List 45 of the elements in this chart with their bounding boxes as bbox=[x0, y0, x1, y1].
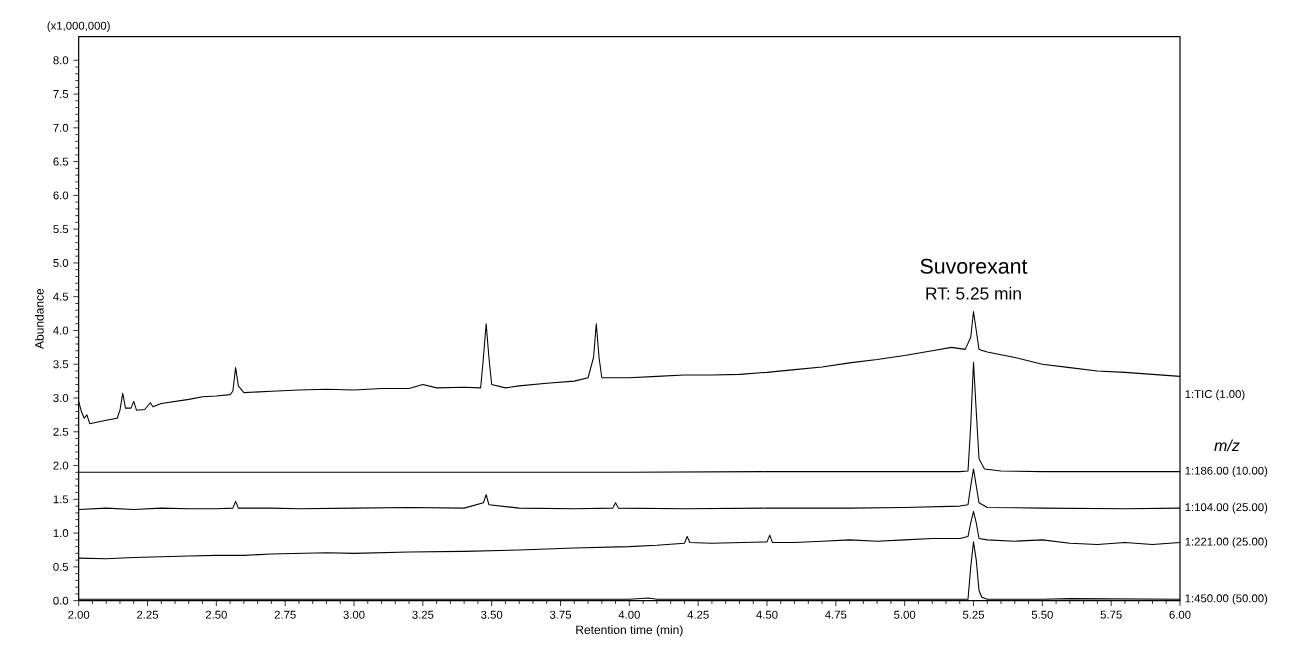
y-tick-label: 7.5 bbox=[53, 90, 69, 99]
x-tick-label: 6.00 bbox=[1169, 610, 1191, 619]
series-label: 1:104.00 (25.00) bbox=[1185, 503, 1268, 514]
y-tick-label: 3.0 bbox=[53, 394, 69, 403]
text: (x1,000,000) bbox=[47, 21, 110, 33]
y-tick-label: 4.5 bbox=[53, 292, 69, 301]
x-axis-title: Retention time (min) bbox=[576, 625, 683, 637]
y-tick-label: 4.0 bbox=[53, 326, 69, 335]
y-tick-label: 6.0 bbox=[53, 191, 69, 200]
x-tick-label: 5.75 bbox=[1100, 610, 1122, 619]
y-tick-label: 5.0 bbox=[53, 259, 69, 268]
annotation: Suvorexant bbox=[920, 258, 1028, 274]
x-tick-label: 5.25 bbox=[962, 610, 985, 619]
x-tick-label: 4.75 bbox=[825, 610, 847, 619]
x-tick-label: 2.75 bbox=[274, 610, 296, 619]
y-tick-label: 1.5 bbox=[53, 495, 69, 504]
x-tick-label: 5.50 bbox=[1031, 610, 1053, 619]
x-tick-label: 2.50 bbox=[205, 610, 227, 619]
x-tick-label: 2.25 bbox=[137, 610, 159, 619]
series-label: 1:186.00 (10.00) bbox=[1185, 466, 1268, 478]
x-tick-label: 4.25 bbox=[687, 610, 709, 619]
y-tick-label: 6.5 bbox=[53, 157, 69, 166]
y-tick-label: 2.5 bbox=[53, 427, 69, 436]
x-tick-label: 3.00 bbox=[343, 610, 365, 619]
legend-label: 1:450.00 (50.00) bbox=[1185, 594, 1268, 605]
y-tick-label: 8.0 bbox=[53, 56, 69, 65]
x-tick-label: 4.00 bbox=[618, 610, 640, 619]
y-tick-label: 3.5 bbox=[53, 360, 69, 369]
annotation: RT: 5.25 min bbox=[926, 287, 1021, 300]
y-tick-label: 0.5 bbox=[53, 563, 69, 572]
x-tick-label: 4.50 bbox=[756, 610, 778, 619]
series-label: 1:TIC (1.00) bbox=[1185, 389, 1245, 401]
y-tick-label: 1.0 bbox=[53, 529, 69, 538]
y-axis-title: Abundance bbox=[34, 289, 44, 350]
y-tick-label: 2.0 bbox=[53, 461, 69, 470]
y-tick-label: 7.0 bbox=[53, 124, 69, 133]
x-tick-label: 3.75 bbox=[549, 610, 572, 619]
y-tick-label: 0.0 bbox=[53, 596, 69, 605]
x-tick-label: 5.00 bbox=[894, 610, 916, 619]
x-tick-label: 3.50 bbox=[481, 610, 503, 619]
x-tick-label: 2.00 bbox=[68, 610, 90, 619]
x-tick-label: 3.25 bbox=[412, 610, 434, 619]
text: m/z bbox=[1214, 439, 1240, 452]
y-tick-label: 5.5 bbox=[53, 225, 69, 234]
series-label: 1:221.00 (25.00) bbox=[1185, 537, 1268, 549]
